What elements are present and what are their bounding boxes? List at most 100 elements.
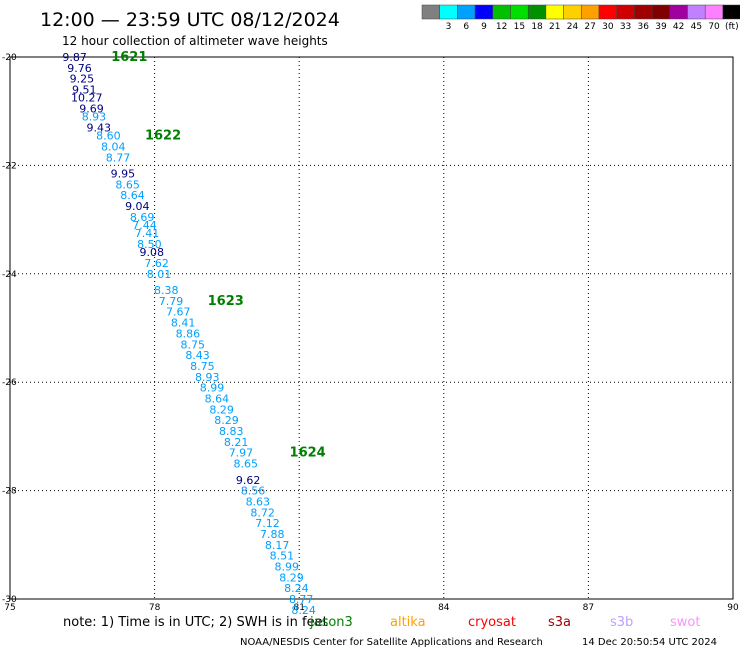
wave-height-label: 8.93 <box>82 111 107 124</box>
wave-height-label: 9.08 <box>140 246 165 259</box>
legend-color-swatch <box>545 4 564 20</box>
y-tick-label: -20 <box>2 53 17 63</box>
legend-value-label: 18 <box>531 22 543 32</box>
legend-value-label: 6 <box>463 22 469 32</box>
wave-height-label: 8.24 <box>284 582 309 595</box>
wave-height-label: 8.21 <box>224 436 249 449</box>
satellite-legend-item: altika <box>390 615 426 630</box>
pass-number-label: 1623 <box>208 294 244 309</box>
wave-height-label: 8.60 <box>96 130 121 143</box>
legend-color-swatch <box>457 4 476 20</box>
wave-height-label: 8.93 <box>195 371 220 384</box>
chart-subtitle: 12 hour collection of altimeter wave hei… <box>62 34 328 48</box>
legend-color-swatch <box>722 4 740 20</box>
wave-height-label: 9.43 <box>87 121 112 134</box>
wave-height-label: 8.75 <box>190 360 215 373</box>
x-tick-label: 81 <box>293 603 304 613</box>
wave-height-label: 8.63 <box>246 495 271 508</box>
wave-height-label: 8.56 <box>241 485 266 498</box>
y-tick-label: -22 <box>2 161 17 171</box>
wave-height-label: 7.41 <box>135 227 160 240</box>
wave-height-label: 7.67 <box>166 306 191 319</box>
plot-border <box>9 56 734 600</box>
wave-height-label: 8.24 <box>291 604 316 617</box>
wave-height-label: 8.72 <box>250 506 275 519</box>
wave-height-label: 10.27 <box>71 92 103 105</box>
pass-number-label: 1624 <box>290 446 326 461</box>
wave-height-label: 7.12 <box>255 517 280 530</box>
color-legend: 3 6 9 12 15 18 21 24 27 30 33 36 39 42 45 70 (ft) <box>421 4 740 32</box>
wave-height-label: 9.51 <box>72 84 97 97</box>
y-axis-ticks: -20 -22 -24 -26 -28 -30 <box>2 53 17 605</box>
legend-unit-label: (ft) <box>725 22 739 32</box>
x-tick-label: 90 <box>727 603 739 613</box>
wave-height-label: 9.87 <box>62 51 87 64</box>
legend-value-label: 21 <box>549 22 560 32</box>
legend-color-swatch <box>527 4 547 20</box>
legend-value-label: 70 <box>708 22 720 32</box>
wave-height-label: 8.83 <box>219 425 244 438</box>
wave-height-label: 8.17 <box>265 539 290 552</box>
wave-height-label: 9.25 <box>70 73 95 86</box>
y-tick-label: -30 <box>2 595 17 605</box>
legend-color-swatch <box>563 4 582 20</box>
wave-height-label: 8.69 <box>130 211 155 224</box>
footer-timestamp: 14 Dec 20:50:54 UTC 2024 <box>582 637 717 648</box>
chart-title: 12:00 — 23:59 UTC 08/12/2024 <box>40 9 340 31</box>
wave-height-label: 8.65 <box>115 178 140 191</box>
legend-color-swatch <box>581 4 600 20</box>
y-tick-label: -26 <box>2 378 17 388</box>
wave-height-label: 7.62 <box>144 257 169 270</box>
y-tick-label: -28 <box>2 487 17 497</box>
legend-color-swatch <box>492 4 511 20</box>
wave-height-label: 8.64 <box>120 189 145 202</box>
wave-height-label: 8.75 <box>181 338 206 351</box>
legend-value-label: 39 <box>655 22 667 32</box>
satellite-legend: jason3 altika cryosat s3a s3b swot <box>309 615 700 630</box>
wave-height-label: 9.62 <box>236 474 261 487</box>
wave-height-label: 7.44 <box>132 219 157 232</box>
wave-height-label: 8.01 <box>147 268 172 281</box>
grid <box>10 57 733 599</box>
x-axis-ticks: 75 78 81 84 87 90 <box>4 603 739 613</box>
wave-height-label: 9.04 <box>125 200 150 213</box>
legend-value-label: 42 <box>673 22 684 32</box>
legend-value-label: 36 <box>638 22 650 32</box>
wave-height-label: 8.41 <box>171 317 196 330</box>
wave-height-label: 7.79 <box>159 295 184 308</box>
legend-value-label: 3 <box>446 22 452 32</box>
wave-height-label: 9.95 <box>111 168 136 181</box>
satellite-legend-item: cryosat <box>468 615 516 630</box>
wave-height-label: 8.86 <box>176 327 201 340</box>
wave-height-label: 9.76 <box>67 62 92 75</box>
wave-height-label: 8.50 <box>137 238 162 251</box>
wave-height-label: 7.88 <box>260 528 285 541</box>
legend-value-label: 12 <box>496 22 507 32</box>
wave-height-label: 8.29 <box>209 403 234 416</box>
footer-note: note: 1) Time is in UTC; 2) SWH is in fe… <box>63 615 328 630</box>
legend-color-swatch <box>634 4 653 20</box>
legend-value-label: 24 <box>567 22 579 32</box>
legend-color-swatch <box>616 4 635 20</box>
legend-value-label: 30 <box>602 22 614 32</box>
x-tick-label: 75 <box>4 603 15 613</box>
pass-annotations: 1621 1622 1623 1624 <box>111 50 326 461</box>
legend-value-label: 15 <box>514 22 525 32</box>
legend-value-label: 9 <box>481 22 487 32</box>
wave-height-label: 8.04 <box>101 140 126 153</box>
x-tick-label: 84 <box>438 603 450 613</box>
y-tick-label: -24 <box>2 270 17 280</box>
legend-color-swatch <box>510 4 529 20</box>
wave-height-label: 8.51 <box>270 550 295 563</box>
wave-height-label: 8.99 <box>200 382 225 395</box>
legend-color-swatch <box>421 4 440 20</box>
legend-color-swatch <box>474 4 494 20</box>
wave-height-label: 8.77 <box>106 151 131 164</box>
legend-value-label: 27 <box>584 22 595 32</box>
plot-area <box>9 56 734 600</box>
pass-number-label: 1621 <box>111 50 147 65</box>
wave-height-label: 7.97 <box>229 447 254 460</box>
wave-height-label: 8.29 <box>279 571 304 584</box>
legend-color-swatch <box>439 4 458 20</box>
